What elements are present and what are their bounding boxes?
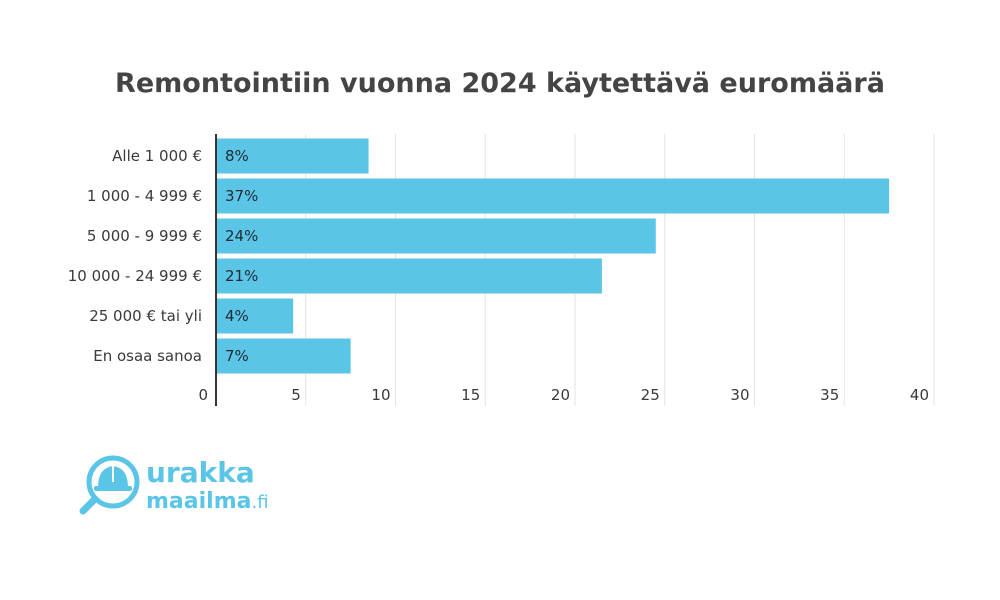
- logo-wordmark-line2: maailma.fi: [146, 489, 269, 514]
- category-label: 5 000 - 9 999 €: [87, 227, 202, 245]
- bar: [217, 298, 294, 334]
- category-label: 10 000 - 24 999 €: [68, 267, 202, 285]
- data-label: 7%: [225, 347, 249, 365]
- data-label: 8%: [225, 147, 249, 165]
- data-label: 21%: [225, 267, 258, 285]
- x-tick-label: 5: [291, 386, 301, 404]
- bar: [217, 218, 656, 254]
- bar: [217, 138, 369, 174]
- logo-suffix-text: .fi: [251, 492, 268, 513]
- x-tick-label: 10: [371, 386, 390, 404]
- x-tick-label: 20: [551, 386, 570, 404]
- x-tick-label: 15: [461, 386, 480, 404]
- x-tick-label: 40: [910, 386, 929, 404]
- data-label: 24%: [225, 227, 258, 245]
- data-label: 37%: [225, 187, 258, 205]
- category-label: En osaa sanoa: [93, 347, 202, 365]
- bar: [217, 178, 890, 214]
- x-tick-label: 0: [198, 386, 208, 404]
- bar: [217, 258, 602, 294]
- x-tick-label: 35: [820, 386, 839, 404]
- urakkamaailma-logo: urakka maailma.fi: [79, 455, 269, 515]
- x-tick-label: 25: [641, 386, 660, 404]
- logo-wordmark-line1: urakka: [146, 456, 255, 489]
- chart-title: Remontointiin vuonna 2024 käytettävä eur…: [115, 68, 885, 99]
- x-tick-label: 30: [730, 386, 749, 404]
- category-label: Alle 1 000 €: [112, 147, 202, 165]
- category-label: 1 000 - 4 999 €: [87, 187, 202, 205]
- category-label: 25 000 € tai yli: [89, 307, 202, 325]
- bar: [217, 338, 351, 374]
- labels: 0 5 10 15 20 25 30 35 40 Alle 1 000 € 8% 1 000 - 4 …: [68, 147, 929, 404]
- bars: [217, 138, 890, 374]
- logo-line2-text: maailma: [146, 489, 251, 514]
- data-label: 4%: [225, 307, 249, 325]
- hardhat-magnifier-icon: [79, 455, 140, 515]
